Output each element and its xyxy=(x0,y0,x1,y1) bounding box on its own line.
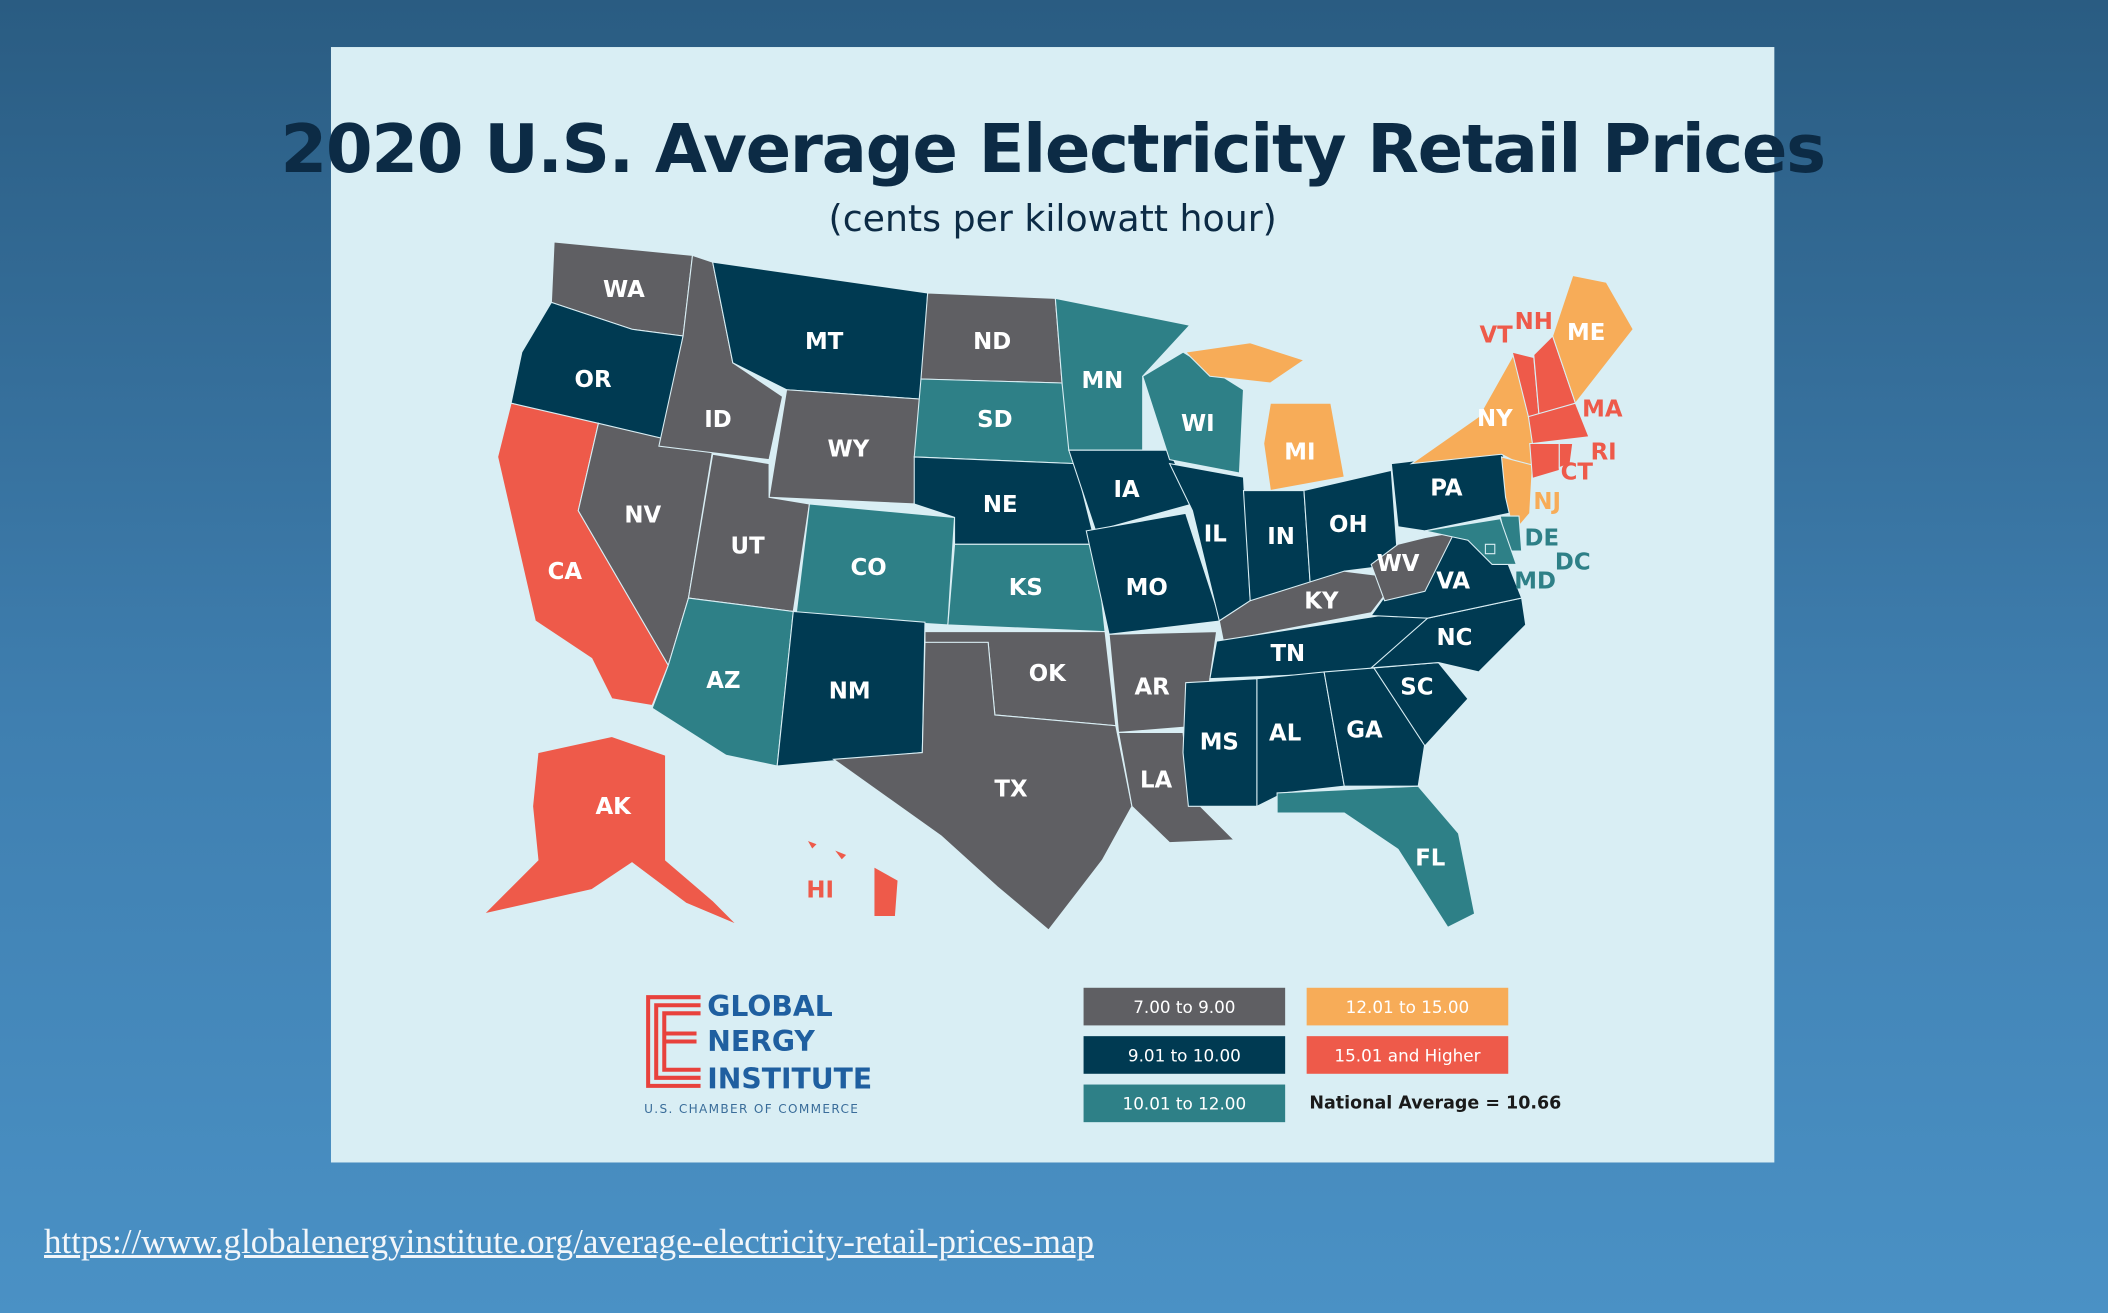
legend-label: 15.01 and Higher xyxy=(1334,1045,1480,1065)
state-label-tn: TN xyxy=(1270,641,1305,667)
logo-e-mark xyxy=(646,995,701,1088)
state-label-ks: KS xyxy=(1009,575,1043,601)
logo-tagline: U.S. CHAMBER OF COMMERCE xyxy=(644,1102,859,1116)
state-nj xyxy=(1500,456,1533,534)
state-hi xyxy=(805,838,819,851)
state-label-md: MD xyxy=(1514,568,1556,594)
state-label-wv: WV xyxy=(1377,551,1420,577)
state-ct xyxy=(1529,442,1560,480)
state-label-oh: OH xyxy=(1329,512,1368,538)
legend-swatch-red xyxy=(1306,1036,1509,1074)
logo-text-institute: INSTITUTE xyxy=(707,1063,872,1096)
state-label-mo: MO xyxy=(1126,575,1168,601)
state-label-mi: MI xyxy=(1284,439,1315,465)
state-label-sd: SD xyxy=(977,407,1012,433)
legend-swatch-gray xyxy=(1083,987,1286,1026)
state-dc xyxy=(1484,543,1496,555)
state-label-ut: UT xyxy=(731,533,766,559)
state-label-wa: WA xyxy=(603,277,645,303)
state-label-dc: DC xyxy=(1555,550,1591,576)
state-la xyxy=(1117,731,1236,844)
state-ri xyxy=(1558,442,1574,469)
state-label-co: CO xyxy=(850,555,886,581)
legend-swatch-teal xyxy=(1083,1084,1286,1123)
state-label-pa: PA xyxy=(1430,476,1463,502)
state-me xyxy=(1552,274,1634,405)
state-ak xyxy=(482,735,738,926)
state-label-ia: IA xyxy=(1113,477,1139,503)
legend-label: 7.00 to 9.00 xyxy=(1133,997,1235,1017)
state-label-la: LA xyxy=(1140,767,1173,793)
state-label-or: OR xyxy=(575,367,612,393)
state-label-nc: NC xyxy=(1437,625,1473,651)
state-ms xyxy=(1182,678,1258,807)
state-label-tx: TX xyxy=(994,777,1028,803)
state-label-al: AL xyxy=(1269,720,1301,746)
state-label-ar: AR xyxy=(1134,675,1170,701)
legend-swatch-dark xyxy=(1083,1036,1286,1074)
state-wi xyxy=(1142,351,1245,474)
state-al xyxy=(1256,671,1345,808)
state-mi xyxy=(1263,402,1345,492)
legend-label: 10.01 to 12.00 xyxy=(1123,1094,1247,1114)
state-label-fl: FL xyxy=(1415,845,1445,871)
state-labels: WA OR CA NV ID MT WY UT AZ CO NM ND SD NE KS OK TX MN IA MO… xyxy=(548,277,1623,904)
state-label-me: ME xyxy=(1567,320,1605,346)
state-ma xyxy=(1527,402,1590,445)
state-label-nh: NH xyxy=(1515,309,1553,335)
state-label-de: DE xyxy=(1525,525,1560,551)
state-label-in: IN xyxy=(1267,524,1295,550)
legend-swatch-orange xyxy=(1306,987,1509,1026)
state-label-mn: MN xyxy=(1081,368,1123,394)
state-label-mt: MT xyxy=(805,329,844,355)
us-states-map xyxy=(482,241,1634,931)
state-label-vt: VT xyxy=(1480,322,1514,348)
state-label-nd: ND xyxy=(973,329,1011,355)
logo-text-energy: NERGY xyxy=(707,1025,815,1058)
map-title: 2020 U.S. Average Electricity Retail Pri… xyxy=(281,110,1825,188)
state-hi xyxy=(873,865,899,918)
source-link[interactable]: https://www.globalenergyinstitute.org/av… xyxy=(44,1222,1094,1261)
map-subtitle: (cents per kilowatt hour) xyxy=(829,197,1277,240)
logo-text-global: GLOBAL xyxy=(707,990,832,1023)
state-label-ms: MS xyxy=(1200,730,1239,756)
state-label-ca: CA xyxy=(548,559,583,585)
state-label-ri: RI xyxy=(1591,439,1617,465)
state-hi xyxy=(832,848,848,861)
state-label-ak: AK xyxy=(596,794,633,820)
state-label-ga: GA xyxy=(1346,718,1383,744)
state-label-nj: NJ xyxy=(1533,489,1561,515)
state-label-il: IL xyxy=(1204,521,1227,547)
state-label-ny: NY xyxy=(1477,406,1513,432)
state-oh xyxy=(1303,469,1399,593)
state-label-nm: NM xyxy=(829,679,871,705)
state-label-ma: MA xyxy=(1582,396,1623,422)
state-label-nv: NV xyxy=(624,503,661,529)
state-label-va: VA xyxy=(1436,568,1470,594)
state-label-ky: KY xyxy=(1304,589,1339,615)
logo: GLOBAL NERGY INSTITUTE U.S. CHAMBER OF C… xyxy=(644,990,872,1116)
state-label-az: AZ xyxy=(706,668,740,694)
state-label-ok: OK xyxy=(1029,661,1067,687)
state-label-ne: NE xyxy=(983,492,1018,518)
state-label-sc: SC xyxy=(1400,675,1433,701)
state-label-id: ID xyxy=(704,407,731,433)
state-label-wy: WY xyxy=(828,437,870,463)
state-mi xyxy=(1184,342,1306,384)
state-label-ct: CT xyxy=(1561,460,1594,486)
legend: 7.00 to 9.00 9.01 to 10.00 10.01 to 12.0… xyxy=(1083,987,1561,1123)
state-label-wi: WI xyxy=(1181,411,1215,437)
national-average: National Average = 10.66 xyxy=(1309,1094,1561,1114)
state-tx xyxy=(832,641,1133,931)
state-fl xyxy=(1276,785,1476,928)
legend-label: 9.01 to 10.00 xyxy=(1128,1045,1241,1065)
state-label-hi: HI xyxy=(806,878,834,904)
legend-label: 12.01 to 15.00 xyxy=(1346,997,1470,1017)
state-ga xyxy=(1323,667,1429,787)
